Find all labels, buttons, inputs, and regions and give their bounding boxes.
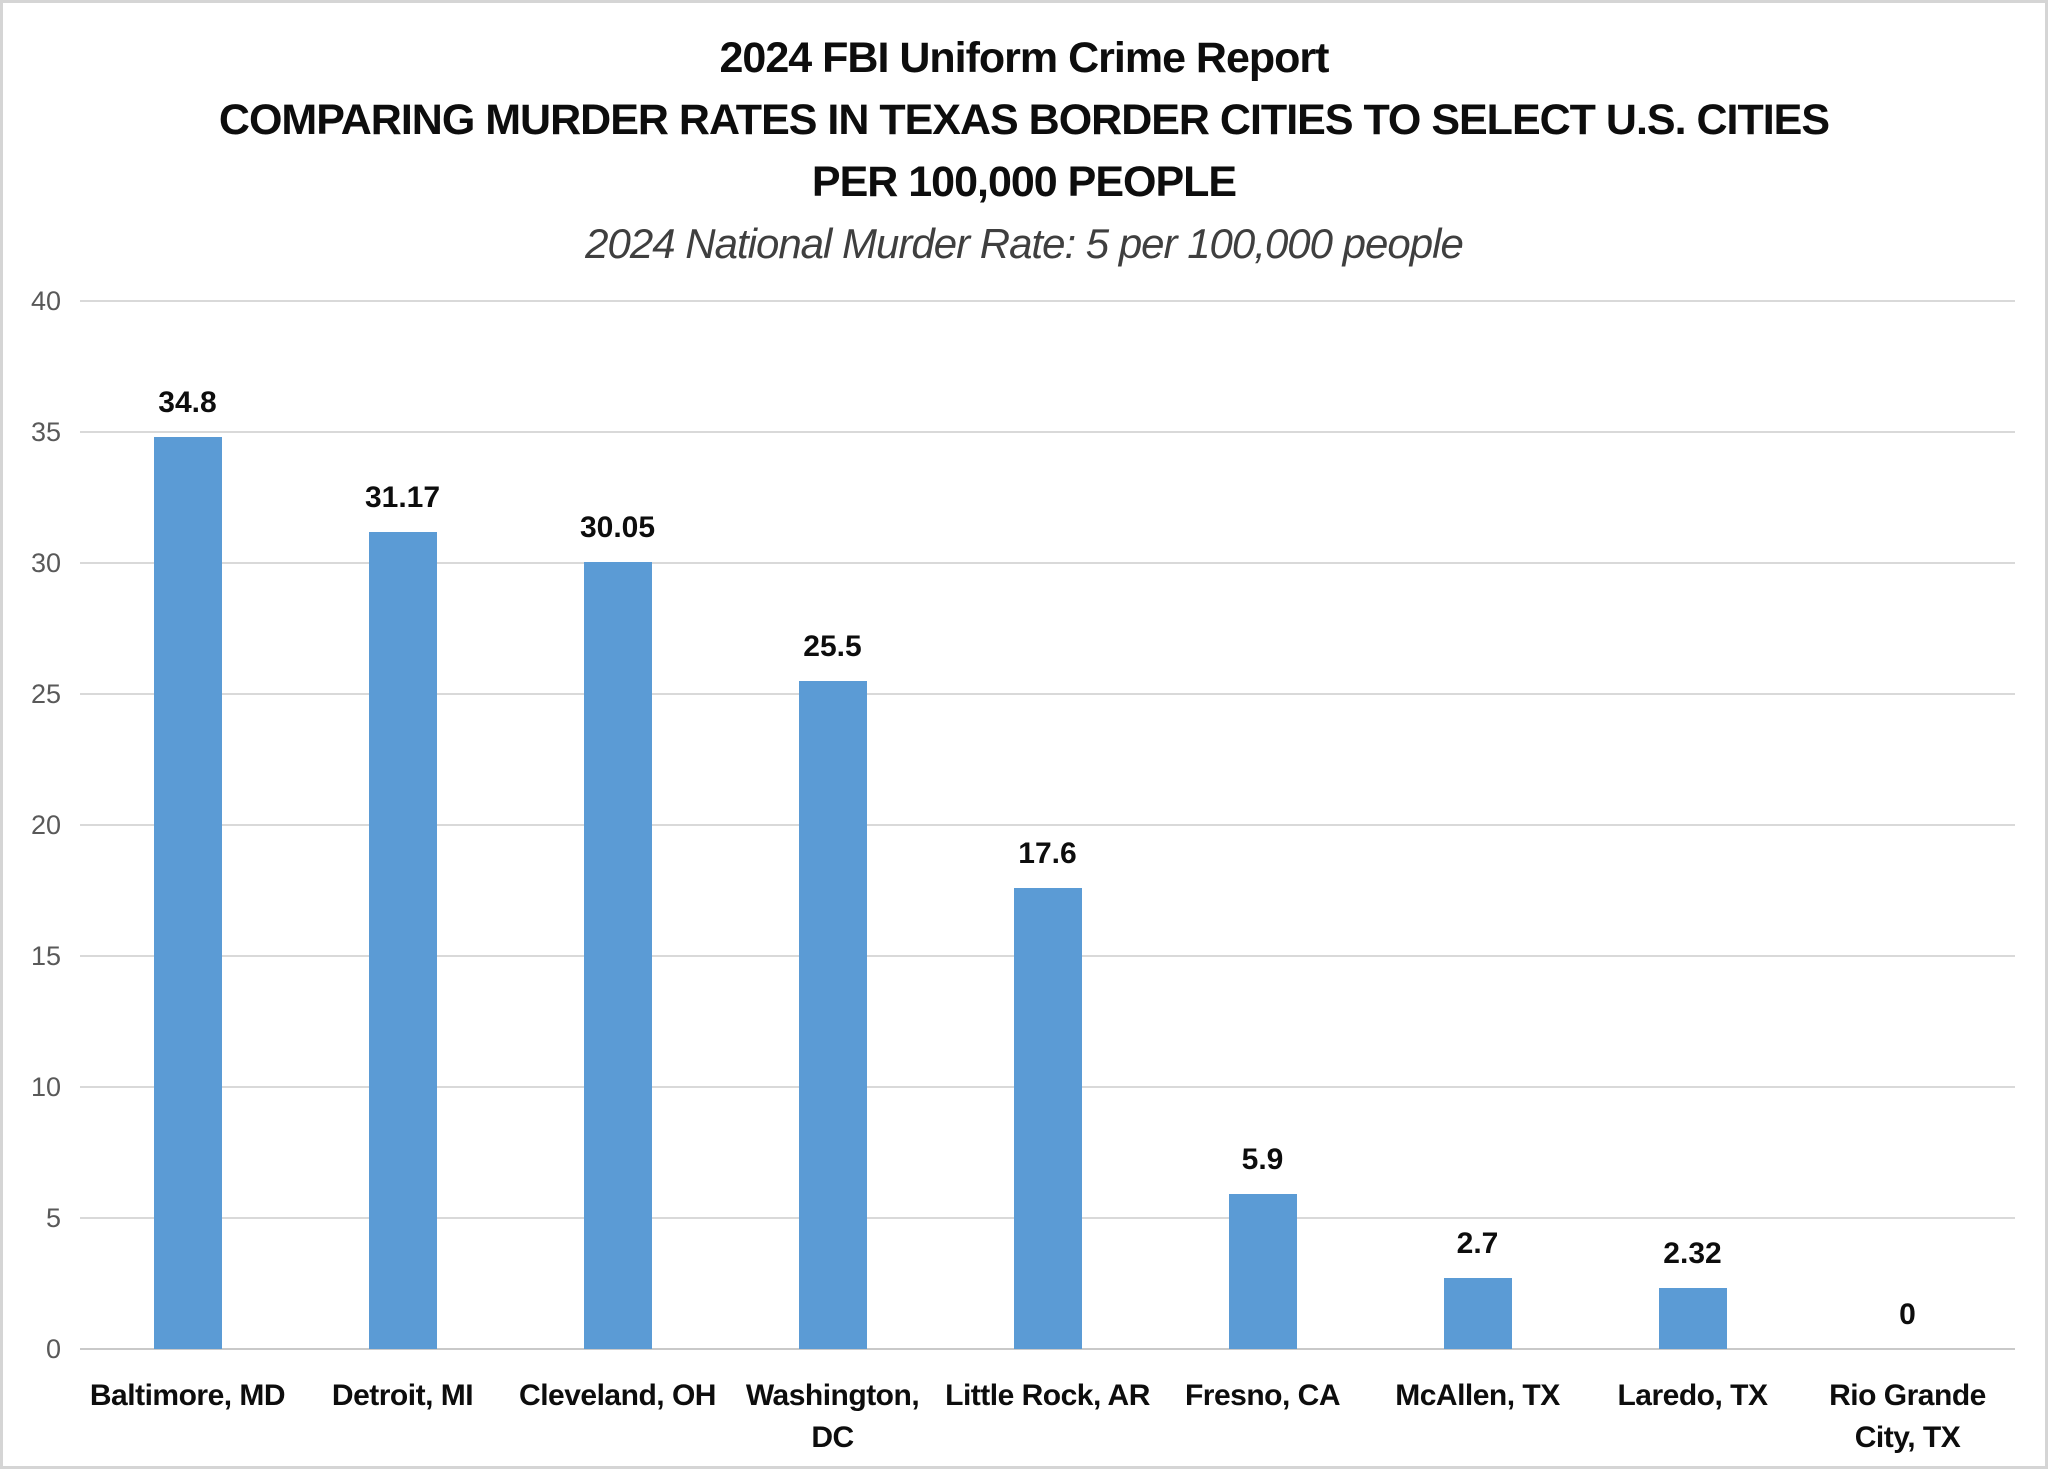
x-axis-label: Washington, DC	[745, 1379, 920, 1454]
x-axis-label: Fresno, CA	[1184, 1379, 1341, 1412]
y-axis-tick-label: 35	[30, 417, 61, 447]
bar-fresno-ca	[1228, 1194, 1297, 1349]
chart-header: 2024 FBI Uniform Crime Report COMPARING …	[3, 27, 2045, 275]
bar-value-label: 2.32	[1663, 1237, 1722, 1271]
bar-value-label: 25.5	[803, 629, 862, 663]
x-axis-label: Little Rock, AR	[945, 1379, 1150, 1412]
x-axis-baseline	[80, 1348, 2015, 1350]
chart-title-line-3: PER 100,000 PEOPLE	[811, 158, 1237, 206]
bar-cleveland-oh	[583, 561, 652, 1349]
bar-baltimore-md	[153, 437, 222, 1349]
y-axis-tick-label: 15	[30, 941, 61, 971]
y-axis-tick-label: 0	[45, 1334, 61, 1364]
bar-value-label: 2.7	[1456, 1227, 1499, 1261]
x-axis-label: Rio Grande City, TX	[1829, 1379, 1986, 1454]
gridline	[80, 431, 2015, 433]
bar-value-label: 0	[1899, 1298, 1916, 1331]
y-axis-tick-label: 25	[30, 679, 61, 709]
y-axis-tick-label: 5	[45, 1203, 61, 1233]
gridline	[80, 693, 2015, 695]
x-axis-label: Detroit, MI	[331, 1379, 474, 1412]
bar-detroit-mi	[368, 532, 437, 1349]
bar-value-label: 17.6	[1018, 836, 1077, 870]
bar-mcallen-tx	[1443, 1278, 1512, 1349]
bar-value-label: 30.05	[579, 510, 656, 544]
y-axis-tick-label: 10	[30, 1072, 61, 1102]
plot-area: 34.8 31.17 30.05 25.5 17.6 5.9 2.7 2.32 0	[80, 300, 2015, 1350]
x-axis-label: Cleveland, OH	[519, 1379, 716, 1412]
bar-value-label: 31.17	[364, 481, 441, 515]
gridline	[80, 562, 2015, 564]
bar-value-label: 34.8	[158, 386, 217, 420]
x-axis-label: Baltimore, MD	[89, 1379, 286, 1412]
chart-title-line-2: COMPARING MURDER RATES IN TEXAS BORDER C…	[218, 96, 1830, 144]
y-axis-tick-label: 20	[30, 810, 61, 840]
chart-subtitle: 2024 National Murder Rate: 5 per 100,000…	[585, 220, 1464, 267]
y-axis-tick-label: 40	[30, 286, 61, 316]
bar-little-rock-ar	[1013, 887, 1082, 1349]
x-axis-label: McAllen, TX	[1395, 1379, 1560, 1412]
bar-value-label: 5.9	[1241, 1143, 1284, 1177]
y-axis-tick-label: 30	[30, 548, 61, 578]
gridline	[80, 300, 2015, 302]
gridline	[80, 824, 2015, 826]
bar-washington-dc	[798, 680, 867, 1349]
x-axis: Baltimore, MD Detroit, MI Cleveland, OH Was…	[80, 1375, 2015, 1465]
x-axis-label: Laredo, TX	[1617, 1379, 1768, 1412]
bar-laredo-tx	[1658, 1288, 1727, 1349]
chart-title-line-1: 2024 FBI Uniform Crime Report	[719, 34, 1330, 82]
